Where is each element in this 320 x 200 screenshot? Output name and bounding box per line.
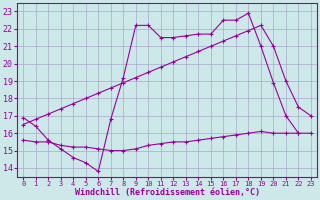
X-axis label: Windchill (Refroidissement éolien,°C): Windchill (Refroidissement éolien,°C) <box>75 188 260 197</box>
